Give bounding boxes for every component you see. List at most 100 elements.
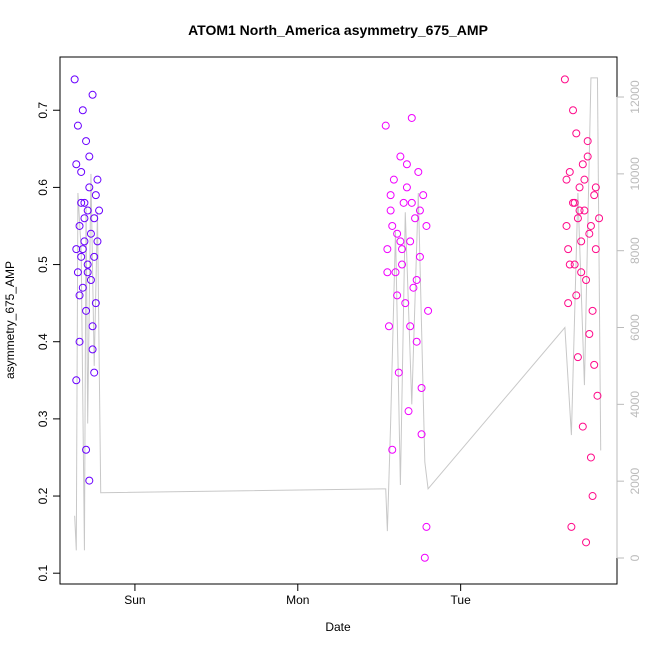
- point: [412, 275, 421, 284]
- point: [406, 322, 415, 331]
- point: [83, 260, 92, 269]
- point: [407, 113, 416, 122]
- point: [417, 384, 426, 393]
- point: [393, 291, 402, 300]
- point: [77, 167, 86, 176]
- point: [422, 522, 431, 531]
- x-axis-label: Date: [325, 620, 351, 634]
- point: [562, 221, 571, 230]
- point: [90, 368, 99, 377]
- point: [577, 268, 586, 277]
- x-tick-label: Tue: [451, 593, 472, 607]
- point: [396, 152, 405, 161]
- point: [424, 306, 433, 315]
- point: [402, 160, 411, 169]
- point: [406, 237, 415, 246]
- x-tick-label: Sun: [124, 593, 145, 607]
- point: [88, 345, 97, 354]
- point: [73, 268, 82, 277]
- point: [567, 522, 576, 531]
- point: [77, 252, 86, 261]
- point: [570, 260, 579, 269]
- point: [582, 538, 591, 547]
- point: [414, 167, 423, 176]
- point: [570, 198, 579, 207]
- point: [88, 322, 97, 331]
- point: [83, 268, 92, 277]
- chart-title: ATOM1 North_America asymmetry_675_AMP: [188, 22, 488, 38]
- point: [580, 206, 589, 215]
- x-tick-label: Mon: [286, 593, 309, 607]
- point: [82, 306, 91, 315]
- point: [407, 198, 416, 207]
- point: [585, 229, 594, 238]
- point: [417, 430, 426, 439]
- point: [75, 291, 84, 300]
- point: [591, 245, 600, 254]
- point: [409, 283, 418, 292]
- point: [82, 445, 91, 454]
- y2-tick-label: 10000: [628, 157, 642, 191]
- y-tick-label: 0.5: [36, 256, 50, 273]
- point: [572, 129, 581, 138]
- point: [588, 492, 597, 501]
- point: [72, 376, 81, 385]
- point: [85, 183, 94, 192]
- point: [577, 237, 586, 246]
- point: [582, 275, 591, 284]
- point: [80, 198, 89, 207]
- point: [569, 106, 578, 115]
- y-tick-label: 0.3: [36, 410, 50, 427]
- point: [80, 237, 89, 246]
- point: [595, 214, 604, 223]
- point: [91, 299, 100, 308]
- point: [83, 206, 92, 215]
- point: [422, 221, 431, 230]
- point: [580, 175, 589, 184]
- point: [404, 407, 413, 416]
- point: [93, 175, 102, 184]
- point: [85, 152, 94, 161]
- point: [78, 106, 87, 115]
- point: [82, 137, 91, 146]
- point: [402, 183, 411, 192]
- y-tick-label: 0.7: [36, 102, 50, 119]
- point: [393, 229, 402, 238]
- point: [411, 214, 420, 223]
- point: [75, 221, 84, 230]
- point: [412, 337, 421, 346]
- point: [565, 260, 574, 269]
- point: [78, 283, 87, 292]
- point: [70, 75, 79, 84]
- y-tick-label: 0.4: [36, 333, 50, 350]
- point: [575, 206, 584, 215]
- point: [75, 337, 84, 346]
- point: [86, 229, 95, 238]
- point: [562, 175, 571, 184]
- point: [386, 206, 395, 215]
- point: [578, 160, 587, 169]
- point: [588, 306, 597, 315]
- y-tick-label: 0.2: [36, 487, 50, 504]
- point: [569, 198, 578, 207]
- point: [585, 330, 594, 339]
- point: [85, 476, 94, 485]
- y-tick-label: 0.1: [36, 565, 50, 582]
- line: [74, 77, 602, 551]
- point: [72, 245, 81, 254]
- point: [560, 75, 569, 84]
- point: [88, 90, 97, 99]
- point: [93, 237, 102, 246]
- y2-tick-label: 2000: [628, 467, 642, 494]
- plot-box: [59, 56, 618, 585]
- point: [383, 268, 392, 277]
- y2-tick-label: 12000: [628, 80, 642, 114]
- point: [575, 183, 584, 192]
- point: [564, 245, 573, 254]
- point: [415, 206, 424, 215]
- point: [91, 191, 100, 200]
- point: [590, 191, 599, 200]
- point: [86, 275, 95, 284]
